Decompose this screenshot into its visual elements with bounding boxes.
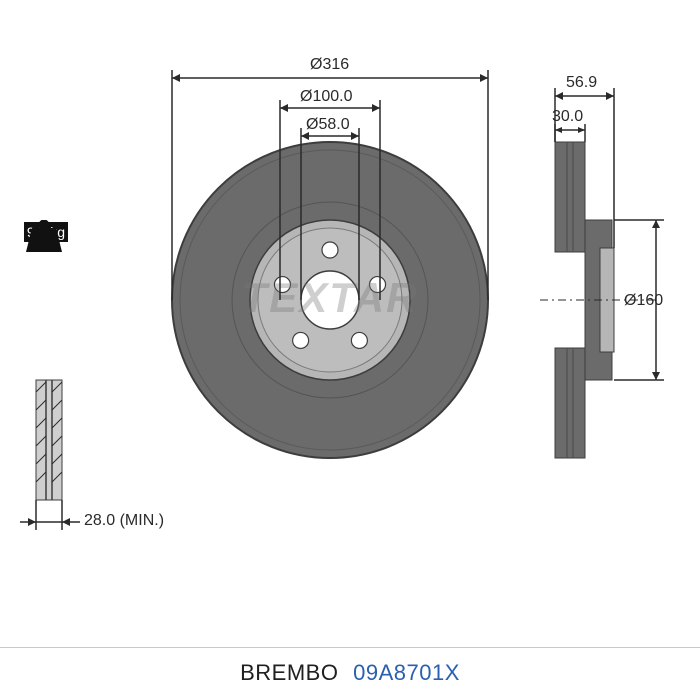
diagram-stage: TEXTAR — [0, 0, 700, 700]
watermark-text: TEXTAR — [242, 274, 419, 321]
divider — [0, 647, 700, 648]
dim-outer-diameter: Ø316 — [310, 56, 349, 74]
dim-min-thickness: 28.0 (MIN.) — [84, 512, 164, 530]
dim-thickness: 30.0 — [552, 108, 583, 126]
brand-name: BREMBO — [240, 660, 338, 685]
dim-bolt-circle: Ø100.0 — [300, 88, 352, 106]
part-number: 09A8701X — [353, 660, 460, 685]
product-row: BREMBO 09A8701X — [0, 660, 700, 686]
min-thickness-view — [20, 380, 80, 530]
weight-box: 9.7 kg — [24, 220, 68, 242]
dim-hub-diameter: Ø160 — [624, 292, 663, 310]
disc-face-view: TEXTAR — [172, 142, 488, 458]
dim-offset: 56.9 — [566, 74, 597, 92]
dim-center-bore: Ø58.0 — [306, 116, 350, 134]
